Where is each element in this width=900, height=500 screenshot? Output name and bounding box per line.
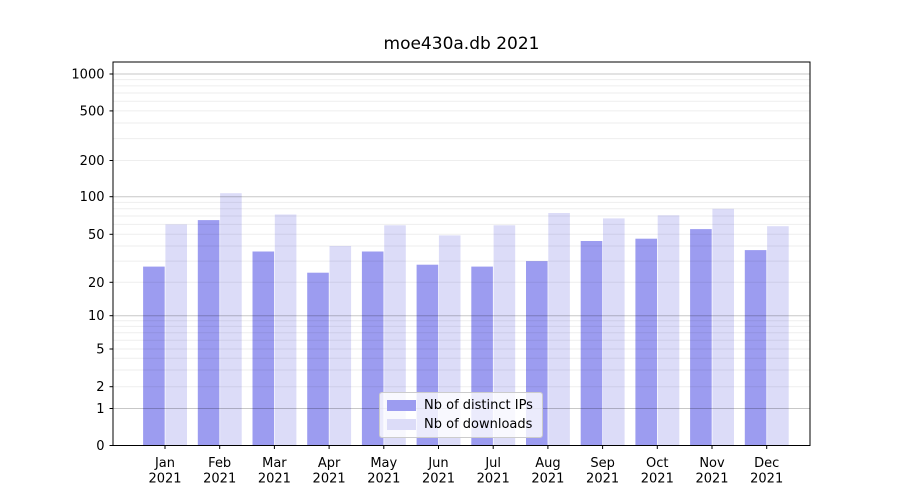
bar-nb-of-downloads-may [384,225,406,446]
y-tick-label: 10 [88,309,105,324]
bar-nb-of-distinct-ips-oct [635,238,657,446]
x-tick-label-month: Aug [535,456,560,471]
bar-nb-of-distinct-ips-jan [143,266,165,446]
legend-label-distinct-ips: Nb of distinct IPs [424,398,533,413]
x-tick-label-year: 2021 [750,472,783,487]
x-tick-label-month: Jan [154,456,175,471]
x-tick-label-year: 2021 [148,472,181,487]
x-tick-label-month: Oct [646,456,668,471]
y-tick-label: 5 [96,343,104,358]
x-tick-label-year: 2021 [695,472,728,487]
x-tick-label-month: Feb [208,456,231,471]
x-tick-label-month: Nov [699,456,725,471]
y-tick-label: 20 [88,276,105,291]
legend-item-distinct-ips: Nb of distinct IPs [387,398,542,413]
y-tick-label: 50 [88,228,105,243]
bar-nb-of-downloads-oct [657,215,680,446]
bar-nb-of-distinct-ips-feb [197,220,220,446]
bar-nb-of-downloads-sep [603,218,625,446]
bar-nb-of-downloads-nov [712,208,734,446]
legend-swatch-downloads [387,419,416,430]
bar-nb-of-downloads-jan [165,224,187,446]
x-tick-label-month: Mar [262,456,287,471]
y-tick-label: 500 [80,104,105,119]
bar-nb-of-distinct-ips-dec [744,250,767,446]
x-tick-label-year: 2021 [641,472,674,487]
bar-nb-of-distinct-ips-may [361,251,384,446]
bar-nb-of-downloads-aug [548,213,570,446]
x-tick-label-year: 2021 [586,472,619,487]
y-tick-label: 1 [96,402,104,417]
legend-item-downloads: Nb of downloads [387,417,542,432]
bar-nb-of-distinct-ips-mar [252,251,275,446]
plot-border [112,61,811,446]
bar-nb-of-downloads-jul [493,225,516,446]
x-tick-label-month: Sep [590,456,615,471]
y-tick-label: 2 [96,380,104,395]
bar-nb-of-distinct-ips-apr [307,272,329,446]
bar-nb-of-downloads-apr [329,246,352,446]
x-tick-label-year: 2021 [531,472,564,487]
x-tick-label-month: Dec [754,456,779,471]
legend-swatch-distinct-ips [387,400,416,411]
x-tick-label-month: Apr [318,456,341,471]
x-tick-label-month: Jul [484,456,501,471]
x-tick-label-year: 2021 [203,472,236,487]
bar-nb-of-downloads-feb [220,193,242,446]
y-tick-label: 0 [96,439,104,454]
y-tick-label: 1000 [71,68,104,83]
bar-nb-of-distinct-ips-nov [690,229,712,446]
y-tick-label: 100 [80,190,105,205]
x-tick-label-year: 2021 [313,472,346,487]
x-tick-label-year: 2021 [422,472,455,487]
y-tick-label: 200 [80,154,105,169]
x-tick-label-year: 2021 [367,472,400,487]
chart-title: moe430a.db 2021 [383,34,540,54]
bar-nb-of-distinct-ips-sep [580,241,603,446]
legend: Nb of distinct IPs Nb of downloads [379,392,543,438]
x-tick-label-year: 2021 [477,472,510,487]
legend-label-downloads: Nb of downloads [424,417,533,432]
x-tick-label-month: Jun [427,456,448,471]
x-tick-label-month: May [370,456,397,471]
x-tick-label-year: 2021 [258,472,291,487]
bar-nb-of-downloads-dec [767,226,789,446]
bar-nb-of-downloads-mar [274,214,297,446]
